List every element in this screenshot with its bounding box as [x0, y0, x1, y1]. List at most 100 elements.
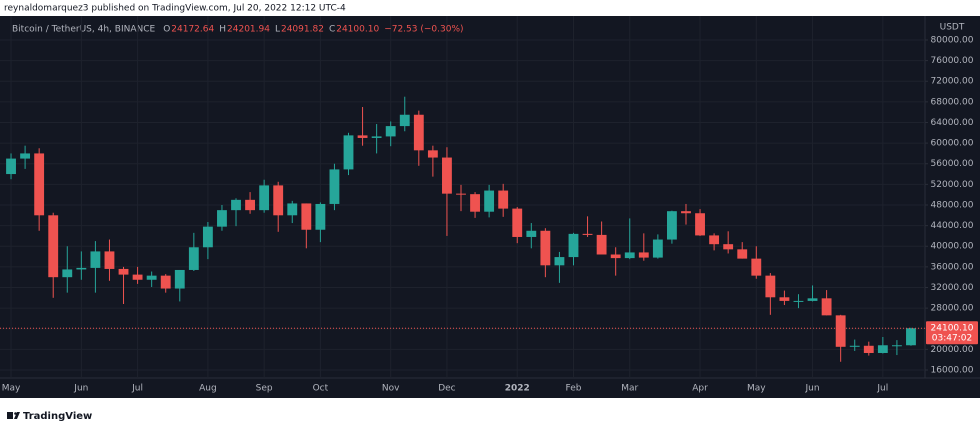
- candle-body: [118, 268, 129, 275]
- legend-value: 24100.10: [336, 25, 379, 35]
- candle-body: [413, 114, 424, 151]
- candle-body: [20, 153, 31, 159]
- x-tick-label: Jun: [73, 384, 88, 394]
- x-tick-label: Mar: [621, 384, 638, 394]
- y-tick-label: 28000.00: [931, 304, 974, 314]
- y-tick-label: 76000.00: [931, 56, 974, 66]
- candle-body: [877, 345, 888, 353]
- footer-bar: [0, 398, 980, 429]
- tradingview-logo: [7, 412, 20, 419]
- y-tick-label: 40000.00: [931, 242, 974, 252]
- candle-body: [624, 252, 635, 259]
- x-tick-label: May: [747, 384, 766, 394]
- currency-label: USDT: [940, 23, 965, 33]
- y-tick-label: 52000.00: [931, 180, 974, 190]
- y-tick-label: 44000.00: [931, 221, 974, 231]
- y-tick-label: 48000.00: [931, 200, 974, 210]
- x-tick-label: Oct: [313, 384, 329, 394]
- candle-body: [343, 135, 354, 170]
- header-bar: [0, 0, 980, 16]
- candle-body: [371, 136, 382, 138]
- candle-body: [723, 244, 734, 250]
- candle-body: [48, 215, 59, 278]
- candle-body: [385, 126, 396, 137]
- candle-body: [526, 230, 537, 237]
- candle-body: [245, 199, 255, 211]
- candle-body: [751, 258, 762, 276]
- x-tick-label: Jun: [805, 384, 820, 394]
- y-tick-label: 64000.00: [931, 118, 974, 128]
- candle-body: [315, 203, 326, 230]
- candle-body: [498, 190, 509, 209]
- candle-body: [399, 114, 410, 127]
- candle-body: [146, 275, 157, 280]
- candle-body: [287, 203, 298, 216]
- candle-body: [217, 210, 227, 227]
- x-tick-label: Dec: [438, 384, 455, 394]
- candle-body: [512, 208, 523, 237]
- y-tick-label: 80000.00: [931, 35, 974, 45]
- candle-body: [863, 345, 874, 353]
- legend-value: 24091.82: [281, 25, 324, 35]
- candle-body: [807, 298, 818, 301]
- candle-body: [737, 249, 748, 259]
- legend-key: C: [329, 25, 335, 35]
- candle-body: [793, 300, 804, 302]
- x-tick-label: Sep: [256, 384, 273, 394]
- candle-body: [6, 158, 16, 175]
- y-tick-label: 72000.00: [931, 77, 974, 87]
- candle-body: [695, 213, 705, 236]
- candle-body: [582, 233, 593, 235]
- candle-body: [301, 203, 312, 230]
- candle-body: [891, 345, 902, 347]
- candle-body: [34, 153, 45, 216]
- y-tick-label: 56000.00: [931, 159, 974, 169]
- legend-value: 24172.64: [171, 25, 214, 35]
- x-tick-label: Jul: [131, 384, 143, 394]
- candle-body: [174, 269, 185, 289]
- candle-body: [76, 267, 87, 270]
- header-text: reynaldomarquez3 published on TradingVie…: [4, 4, 346, 14]
- candle-body: [906, 328, 916, 346]
- plot: [6, 96, 916, 362]
- countdown-label: 03:47:02: [932, 334, 972, 344]
- y-tick-label: 36000.00: [931, 262, 974, 272]
- x-tick-label: Nov: [382, 384, 400, 394]
- candle-body: [202, 226, 213, 248]
- candle-body: [188, 247, 199, 270]
- candle-body: [259, 185, 270, 211]
- candle-body: [835, 315, 846, 347]
- legend-key: H: [219, 25, 226, 35]
- candle-body: [554, 257, 565, 266]
- last-price-label: 24100.10: [931, 324, 974, 334]
- candle-body: [765, 275, 776, 298]
- x-tick-label: May: [2, 384, 21, 394]
- candle-body: [540, 230, 551, 266]
- legend-key: O: [163, 25, 170, 35]
- y-tick-label: 16000.00: [931, 366, 974, 376]
- legend-key: L: [275, 25, 280, 35]
- candle-body: [442, 157, 452, 194]
- candle-body: [596, 234, 607, 255]
- candle-body: [652, 239, 663, 258]
- candle-body: [709, 235, 720, 245]
- candle-body: [667, 211, 677, 240]
- legend-change: −72.53 (−0.30%): [384, 25, 463, 35]
- y-tick-label: 68000.00: [931, 97, 974, 107]
- x-tick-label: Jul: [876, 384, 888, 394]
- symbol-legend: Bitcoin / TetherUS, 4h, BINANCE: [12, 25, 156, 35]
- footer-brand: TradingView: [23, 411, 92, 422]
- candle-body: [638, 252, 649, 258]
- candle-body: [849, 345, 860, 347]
- candle-body: [681, 211, 691, 214]
- candle-body: [104, 251, 115, 269]
- candle-body: [160, 275, 171, 289]
- candle-body: [357, 135, 368, 138]
- last-price-box: [926, 321, 978, 345]
- candle-body: [90, 251, 101, 268]
- y-tick-label: 60000.00: [931, 139, 974, 149]
- candle-body: [273, 185, 284, 216]
- x-tick-label: Apr: [692, 384, 708, 394]
- candle-body: [610, 254, 621, 259]
